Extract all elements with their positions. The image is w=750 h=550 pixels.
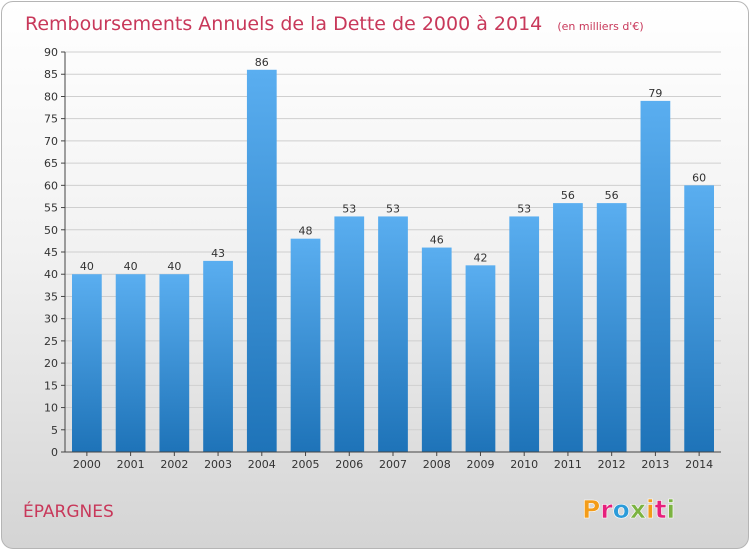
data-label-2013: 79 (648, 87, 662, 100)
bar-2006 (334, 216, 365, 452)
bar-2002 (159, 274, 190, 452)
data-label-2007: 53 (386, 202, 400, 215)
data-label-2011: 56 (561, 189, 575, 202)
y-tick-label: 40 (44, 268, 58, 281)
chart-title-main: Remboursements Annuels de la Dette de 20… (25, 13, 542, 35)
y-axis-ticks: 0 5 10 15 20 25 30 35 40 45 50 55 60 65 70 75 80 85 90 (44, 46, 65, 459)
data-label-2005: 48 (299, 225, 313, 238)
bar-2010 (509, 216, 540, 452)
bar-2013 (640, 100, 671, 452)
y-tick-label: 60 (44, 179, 58, 192)
x-tick-label-2010: 2010 (510, 458, 538, 471)
data-label-2010: 53 (517, 202, 531, 215)
bar-2007 (378, 216, 408, 452)
data-label-2004: 86 (255, 56, 269, 69)
x-tick-label-2011: 2011 (554, 458, 582, 471)
bar-2003 (203, 260, 233, 452)
x-tick-label-2000: 2000 (73, 458, 101, 471)
y-tick-label: 10 (44, 402, 58, 415)
logo-letter: x (630, 495, 646, 524)
chart-title: Remboursements Annuels de la Dette de 20… (25, 13, 644, 35)
data-label-2001: 40 (124, 260, 138, 273)
y-tick-label: 80 (44, 90, 58, 103)
y-tick-label: 35 (44, 290, 58, 303)
logo-letter: o (613, 495, 630, 524)
y-tick-label: 70 (44, 135, 58, 148)
data-label-2003: 43 (211, 247, 225, 260)
y-tick-label: 20 (44, 357, 58, 370)
y-tick-label: 90 (44, 46, 58, 59)
data-label-2008: 46 (430, 234, 444, 247)
x-tick-label-2001: 2001 (117, 458, 145, 471)
x-tick-label-2003: 2003 (204, 458, 232, 471)
x-tick-label-2007: 2007 (379, 458, 407, 471)
bar-2005 (290, 238, 321, 452)
y-tick-label: 0 (51, 446, 58, 459)
chart-title-unit: (en milliers d'€) (557, 20, 643, 33)
y-tick-label: 65 (44, 157, 58, 170)
data-label-2002: 40 (167, 260, 181, 273)
bar-2012 (596, 203, 627, 452)
bar-2000 (71, 274, 102, 452)
x-tick-label-2009: 2009 (466, 458, 494, 471)
x-tick-label-2004: 2004 (248, 458, 276, 471)
commune-name: ÉPARGNES (23, 500, 114, 522)
bar-2014 (684, 185, 715, 453)
logo-letter: i (667, 495, 676, 524)
data-label-2006: 53 (342, 202, 356, 215)
data-label-2012: 56 (605, 189, 619, 202)
bar-2008 (421, 247, 452, 452)
y-tick-label: 15 (44, 379, 58, 392)
bar-2011 (553, 203, 583, 452)
x-tick-label-2005: 2005 (292, 458, 320, 471)
logo-letter: P (582, 495, 600, 524)
y-tick-label: 50 (44, 224, 58, 237)
logo-letter: r (600, 495, 613, 524)
y-tick-label: 45 (44, 246, 58, 259)
data-label-2009: 42 (473, 251, 487, 264)
y-tick-label: 25 (44, 335, 58, 348)
x-axis-ticks: 2000 2001 2002 2003 2004 2005 2006 2007 2008 2009… (73, 452, 713, 471)
data-label-2014: 60 (692, 171, 706, 184)
y-tick-label: 55 (44, 202, 58, 215)
y-tick-label: 75 (44, 113, 58, 126)
bar-2001 (115, 274, 146, 452)
bar-2009 (465, 265, 496, 452)
x-tick-label-2006: 2006 (335, 458, 363, 471)
x-tick-label-2002: 2002 (160, 458, 188, 471)
y-tick-label: 85 (44, 68, 58, 81)
bar-2004 (246, 69, 277, 453)
x-tick-label-2013: 2013 (641, 458, 669, 471)
y-tick-label: 5 (51, 424, 58, 437)
x-tick-label-2008: 2008 (423, 458, 451, 471)
proxiti-logo: Proxiti (582, 495, 675, 524)
logo-letter: i (646, 495, 655, 524)
data-label-2000: 40 (80, 260, 94, 273)
x-tick-label-2014: 2014 (685, 458, 713, 471)
logo-letter: t (655, 495, 667, 524)
bars: 40 40 40 43 86 48 53 53 46 42 53 56 56 79 60 (71, 56, 715, 453)
y-tick-label: 30 (44, 313, 58, 326)
x-tick-label-2012: 2012 (598, 458, 626, 471)
